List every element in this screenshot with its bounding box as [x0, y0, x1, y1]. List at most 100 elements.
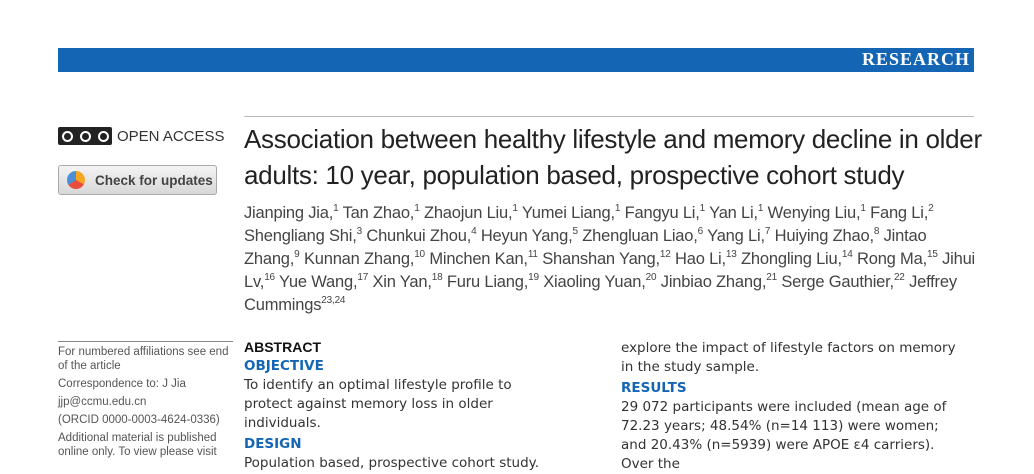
author-name: Yue Wang,: [279, 273, 358, 291]
author-name: Kunnan Zhang,: [303, 250, 415, 268]
note: jjp@ccmu.edu.cn: [58, 396, 147, 408]
author: Huiying Zhao,8: [774, 227, 880, 246]
authors: Jianping Jia,1 Tan Zhao,1 Zhaojun Liu,1 …: [244, 202, 984, 317]
author-name: Minchen Kan,: [429, 250, 528, 268]
author-name: Serge Gauthier,: [781, 273, 894, 291]
cc-icon: [58, 127, 112, 145]
author: Hao Li,13: [675, 249, 737, 269]
author: Zhengluan Liao,6: [582, 226, 704, 246]
author-name: Yan Li,: [709, 204, 758, 222]
author-name: Yumei Liang,: [521, 204, 615, 222]
open-access: OPEN ACCESS: [58, 127, 225, 145]
abstract-text: explore the impact of lifestyle factors …: [621, 340, 956, 375]
affiliation: 16: [264, 272, 275, 283]
author: Xin Yan,18: [372, 273, 442, 292]
author: Kunnan Zhang,10: [303, 249, 425, 269]
author: Rong Ma,15: [857, 249, 938, 269]
author-name: Jinbiao Zhang,: [660, 273, 767, 291]
author: Furu Liang,19: [446, 272, 539, 292]
author-name: Heyun Yang,: [480, 227, 573, 245]
affiliation: 14: [841, 249, 853, 260]
author: Fang Li,2: [870, 203, 934, 223]
affiliation: 7: [764, 226, 771, 237]
author-name: Fangyu Li,: [624, 204, 700, 222]
section-heading: OBJECTIVE: [244, 358, 324, 374]
affiliation: 13: [725, 249, 737, 260]
author-name: Jeffrey Cummings: [244, 273, 957, 314]
note: (ORCID 0000-0003-4624-0336): [58, 414, 220, 426]
author: Jeffrey Cummings23,24: [244, 273, 957, 314]
open-access-label: OPEN ACCESS: [117, 127, 225, 145]
author-name: Jianping Jia,: [244, 204, 334, 222]
author: Serge Gauthier,22: [781, 272, 905, 292]
affiliation: 1: [333, 203, 339, 214]
affiliation: 1: [512, 203, 518, 214]
rule: [244, 116, 974, 117]
author: Zhongling Liu,14: [741, 249, 853, 269]
note: Correspondence to: J Jia: [58, 378, 186, 390]
section-text: 29 072 participants were included (mean …: [621, 399, 947, 472]
sidebar-notes: For numbered affiliations see end of the…: [58, 341, 233, 463]
author-name: Yang Li,: [707, 227, 765, 245]
author: Yan Li,1: [709, 203, 764, 223]
abstract-right: explore the impact of lifestyle factors …: [621, 339, 966, 474]
article-title: Association between healthy lifestyle an…: [244, 124, 982, 190]
note: Additional material is published online …: [58, 432, 217, 458]
author: Yang Li,7: [707, 226, 771, 246]
affiliation: 4: [471, 226, 477, 237]
author-name: Huiying Zhao,: [774, 227, 874, 245]
author-name: Xin Yan,: [372, 273, 432, 291]
author: Fangyu Li,1: [624, 204, 706, 223]
author-name: Tan Zhao,: [342, 204, 415, 222]
author: Heyun Yang,5: [480, 226, 579, 246]
affiliation: 21: [766, 272, 777, 283]
author: Shanshan Yang,12: [542, 249, 671, 269]
author: Jianping Jia,1: [244, 203, 339, 223]
affiliation: 6: [697, 226, 704, 237]
abstract-heading: ABSTRACT: [244, 339, 321, 355]
section-label: RESEARCH: [861, 49, 970, 69]
author: Chunkui Zhou,4: [366, 226, 477, 246]
affiliation: 22: [893, 272, 905, 283]
author-name: Chunkui Zhou,: [366, 227, 472, 245]
affiliation: 10: [414, 249, 425, 260]
author: Wenying Liu,1: [767, 203, 866, 223]
header-bar: RESEARCH: [58, 48, 974, 72]
affiliation: 5: [572, 226, 579, 237]
affiliation: 19: [528, 272, 539, 283]
author: Shengliang Shi,3: [244, 226, 363, 246]
affiliation: 20: [645, 272, 657, 283]
affiliation: 3: [356, 226, 363, 237]
author: Yumei Liang,1: [521, 203, 621, 223]
affiliation: 15: [926, 249, 938, 260]
affiliation: 23,24: [321, 295, 346, 306]
affiliation: 17: [357, 272, 369, 283]
affiliation: 1: [757, 203, 764, 214]
author: Zhaojun Liu,1: [423, 203, 518, 223]
section-heading: DESIGN: [244, 436, 302, 452]
section-heading: RESULTS: [621, 380, 687, 396]
author: Jihui Lv,16: [244, 250, 975, 291]
affiliation: 1: [860, 203, 866, 214]
affiliation: 12: [659, 249, 671, 260]
author-name: Hao Li,: [675, 250, 726, 268]
affiliation: 1: [414, 203, 420, 214]
affiliation: 2: [928, 203, 934, 214]
author-name: Furu Liang,: [446, 273, 529, 291]
check-updates-button[interactable]: Check for updates: [58, 165, 217, 195]
author-name: Shanshan Yang,: [542, 250, 660, 268]
author-name: Zhongling Liu,: [741, 250, 842, 268]
author-name: Jihui Lv,: [244, 250, 976, 291]
affiliation: 11: [527, 249, 538, 260]
author-name: Zhaojun Liu,: [423, 204, 513, 222]
check-updates-label: Check for updates: [95, 172, 213, 188]
author-name: Zhengluan Liao,: [582, 227, 698, 245]
affiliation: 1: [614, 203, 621, 214]
author-name: Jintao Zhang,: [244, 227, 927, 268]
author-name: Rong Ma,: [857, 250, 927, 268]
author: Minchen Kan,11: [429, 249, 538, 269]
abstract-left: ABSTRACT OBJECTIVE To identify an optimal …: [244, 339, 564, 473]
author: Tan Zhao,1: [342, 203, 420, 223]
author-name: Wenying Liu,: [767, 204, 861, 222]
page: RESEARCH OPEN ACCESS Check for updates A…: [58, 48, 984, 472]
